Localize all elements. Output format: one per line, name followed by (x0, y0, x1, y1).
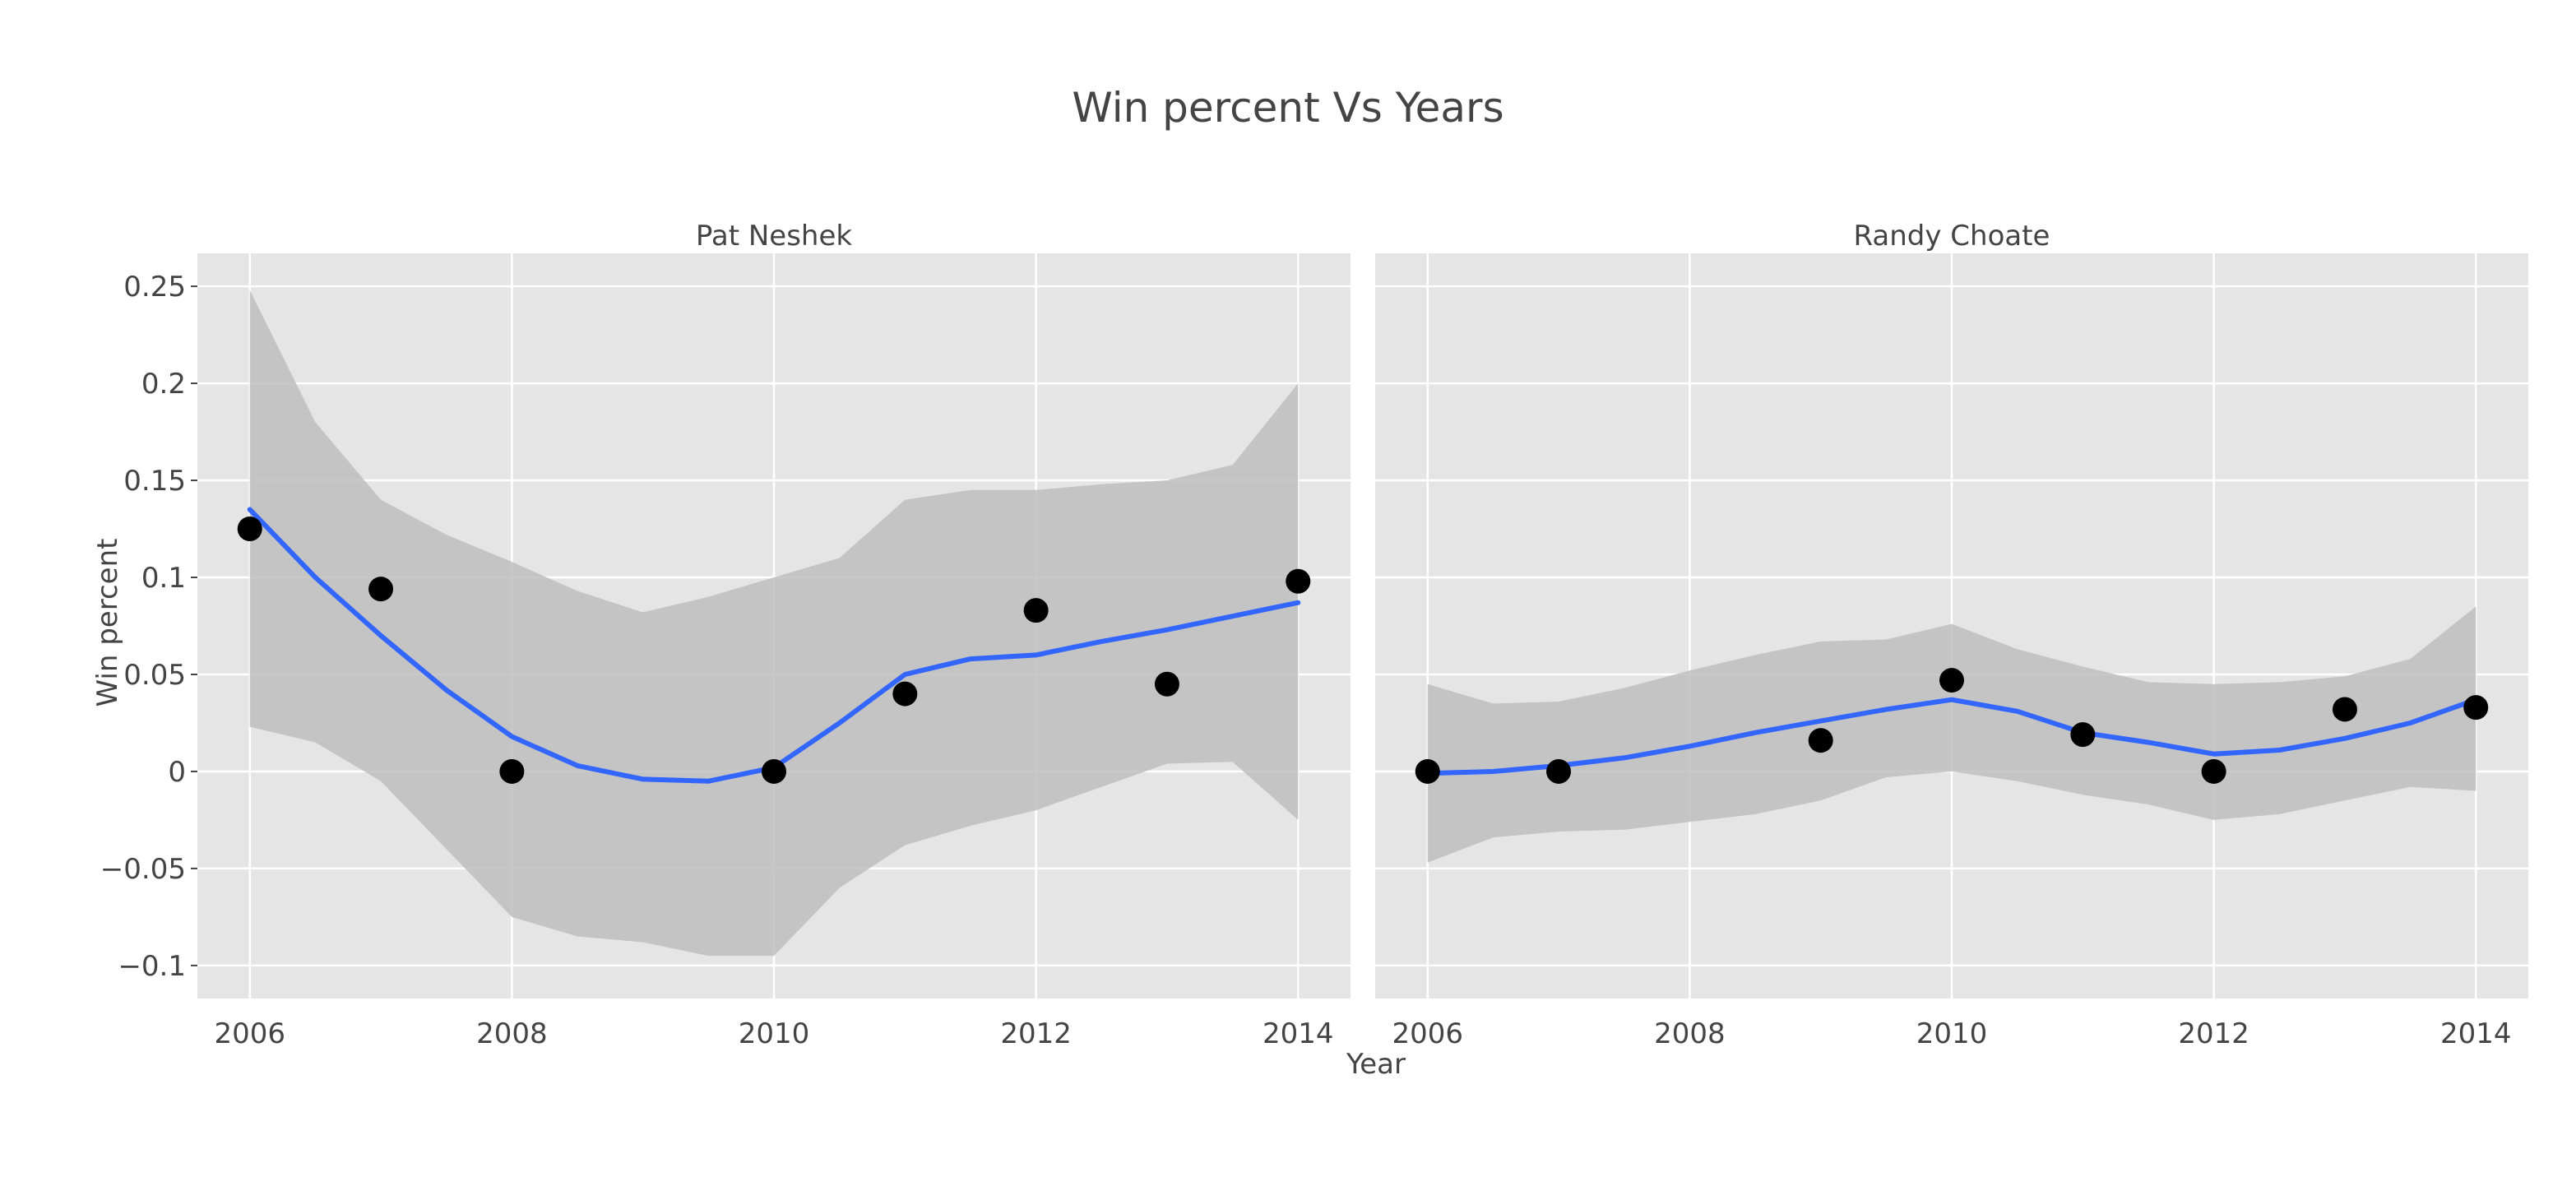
data-point (1546, 758, 1572, 784)
data-point (1808, 728, 1833, 753)
y-tick-label: 0.2 (141, 368, 186, 401)
x-tick-label: 2008 (476, 1017, 548, 1050)
x-tick-label: 2006 (214, 1017, 285, 1050)
smooth-line (1425, 697, 2479, 776)
x-tick-label: 2012 (1000, 1017, 1072, 1050)
y-tick-label: 0.05 (123, 659, 186, 692)
data-point (499, 758, 525, 784)
y-tick-label: 0.1 (141, 562, 186, 595)
data-point (237, 517, 262, 542)
y-tick-label: −0.1 (118, 950, 186, 983)
x-tick-label: 2006 (1392, 1017, 1463, 1050)
data-point (762, 758, 786, 784)
y-tick-label: 0.25 (123, 271, 186, 303)
confidence-band (1427, 606, 2476, 863)
chart-title: Win percent Vs Years (1072, 84, 1503, 132)
data-point (892, 681, 918, 707)
data-point (1939, 668, 1964, 693)
x-tick-label: 2008 (1654, 1017, 1726, 1050)
panel-layer: Pat Neshek 2006 2008 2010 2012 2014 0.25 0.2 0.1… (100, 220, 2528, 1050)
data-point (2332, 697, 2357, 722)
data-point (1023, 598, 1049, 623)
y-axis-label: Win percent (91, 539, 124, 707)
x-axis-label: Year (1346, 1048, 1406, 1081)
x-tick-label: 2014 (1263, 1017, 1334, 1050)
x-tick-label: 2010 (1916, 1017, 1988, 1050)
data-point (2201, 758, 2226, 784)
y-tick-label: 0 (168, 756, 186, 789)
confidence-band (249, 290, 1299, 957)
x-tick-label: 2010 (739, 1017, 810, 1050)
y-tick-label: −0.05 (100, 853, 186, 886)
panel-title: Pat Neshek (696, 220, 852, 253)
panel-2: Randy Choate 2006 2008 2010 2012 2014 (1375, 220, 2528, 1050)
panel-1: Pat Neshek 2006 2008 2010 2012 2014 0.25 0.2 0.1… (100, 220, 1351, 1050)
y-tick-label: 0.15 (123, 465, 186, 498)
data-point (2463, 695, 2489, 720)
x-tick-label: 2014 (2440, 1017, 2512, 1050)
data-point (1286, 568, 1311, 594)
data-point (368, 577, 394, 602)
panel-title: Randy Choate (1854, 220, 2050, 253)
data-point (1154, 671, 1179, 697)
data-point (2070, 722, 2096, 748)
data-point (1415, 758, 1440, 784)
x-tick-label: 2012 (2178, 1017, 2249, 1050)
